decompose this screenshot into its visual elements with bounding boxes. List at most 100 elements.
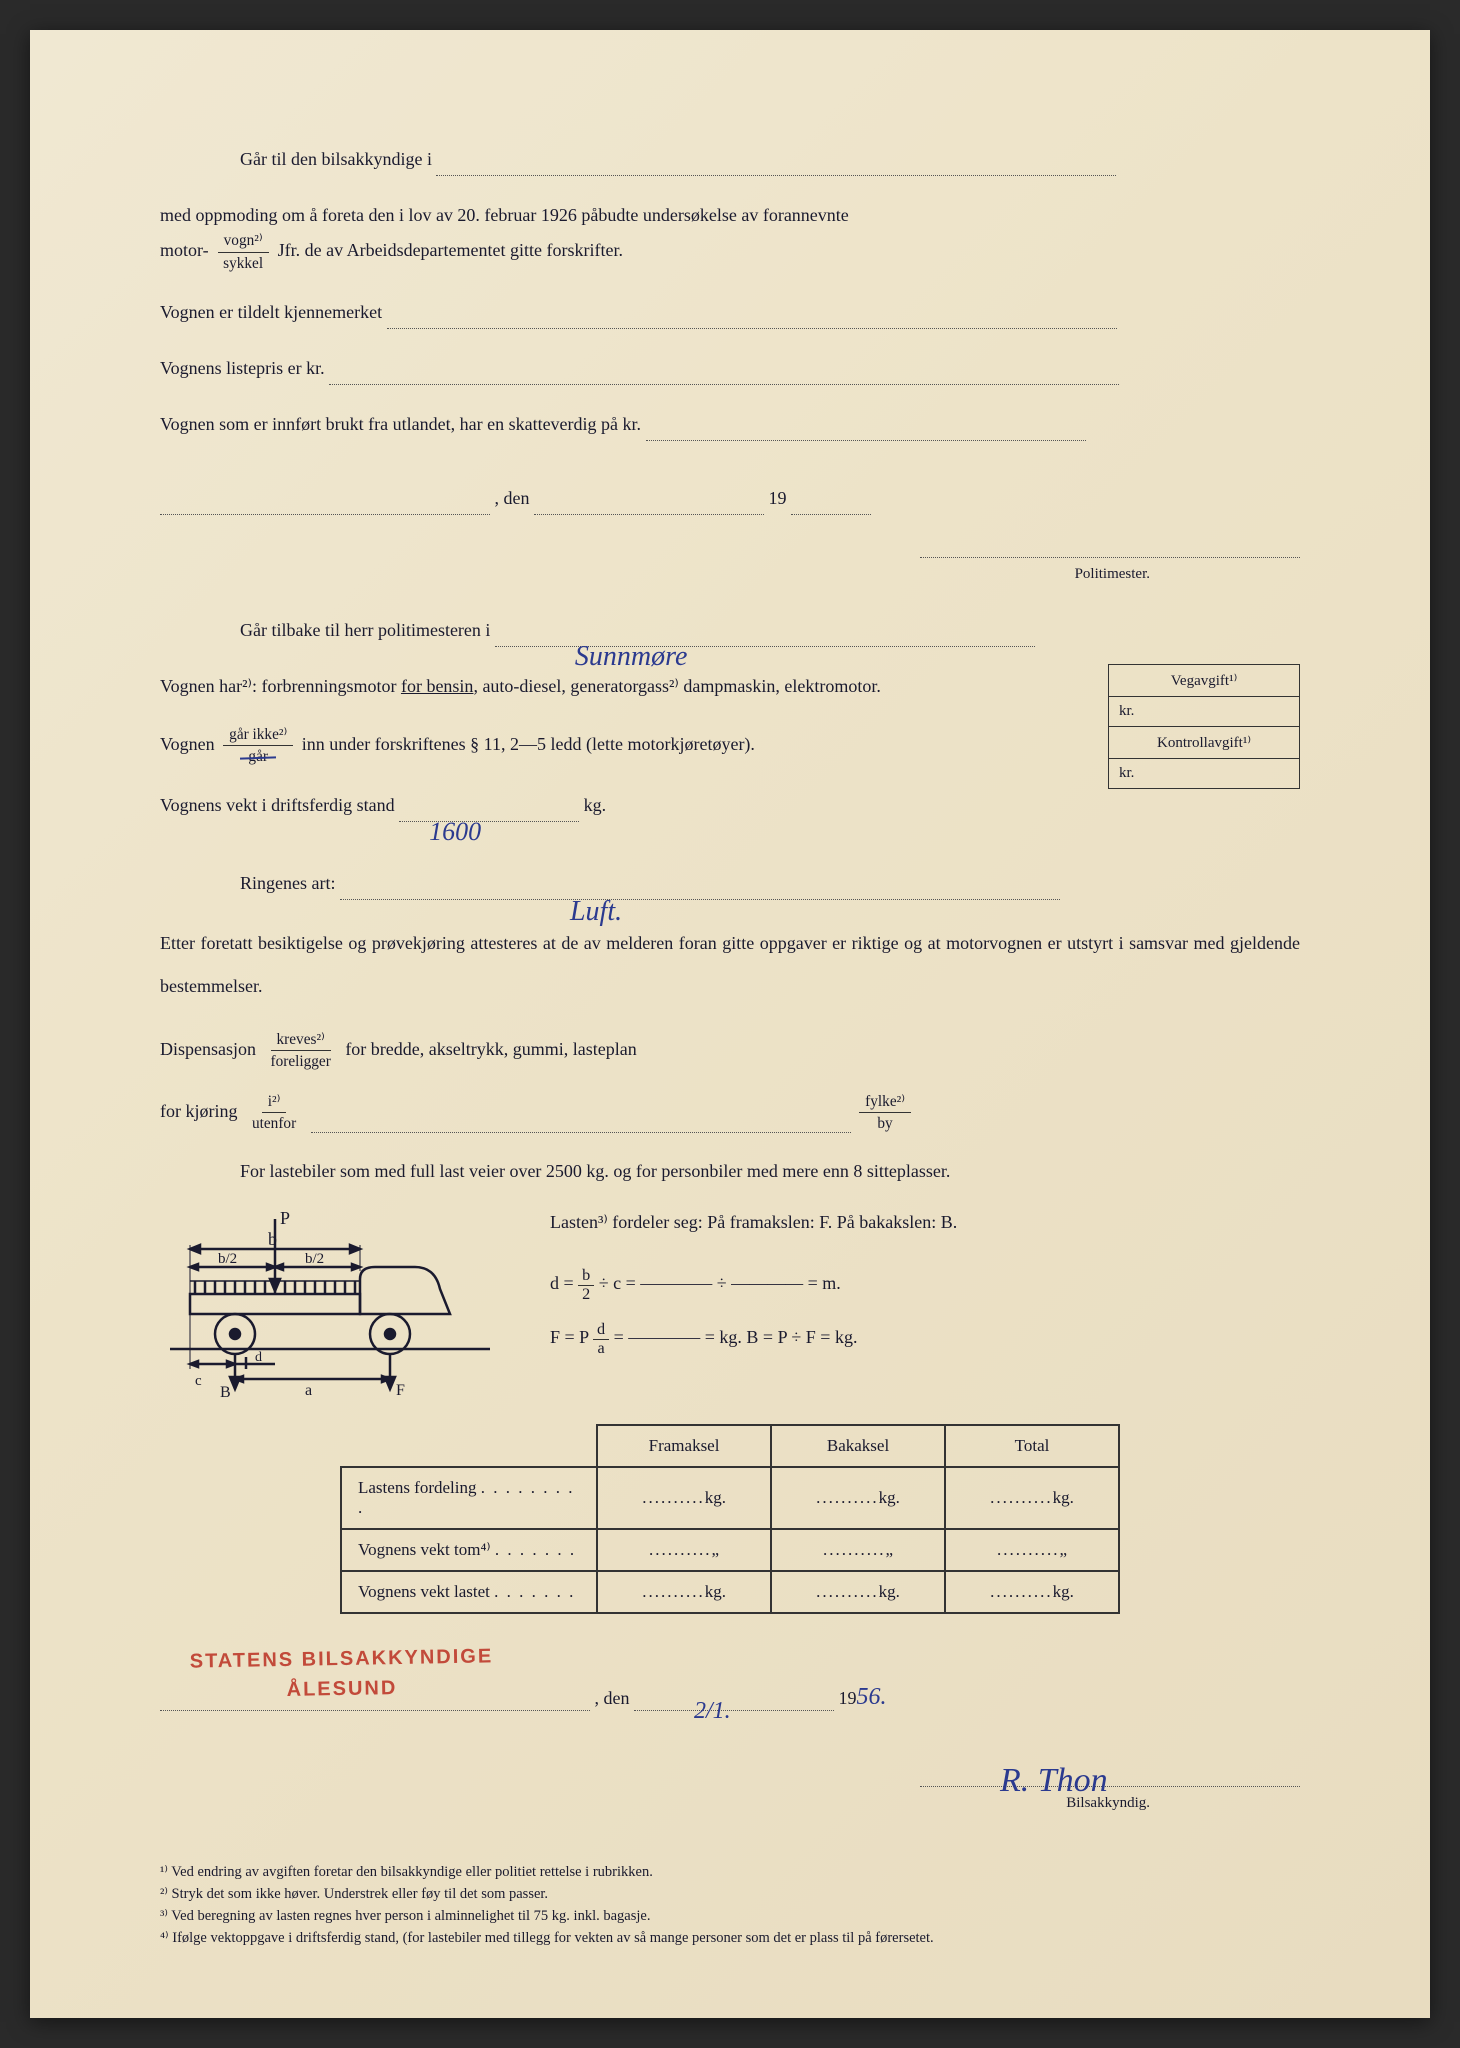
text: kg. bbox=[584, 795, 607, 815]
formula-f: F = P d a = ———— = kg. B = P ÷ F = kg. bbox=[550, 1310, 1300, 1364]
signature-line: R. Thon bbox=[920, 1786, 1300, 1787]
text: Går til den bilsakkyndige i bbox=[240, 149, 432, 169]
text: d = bbox=[550, 1273, 574, 1293]
th-total: Total bbox=[945, 1425, 1119, 1467]
fraction-b-2: b 2 bbox=[578, 1267, 594, 1304]
text: Vognen har²⁾: forbrenningsmotor bbox=[160, 676, 401, 696]
fill-line bbox=[646, 440, 1086, 441]
underlined-bensin: for bensin bbox=[401, 676, 473, 696]
text: for kjøring bbox=[160, 1101, 237, 1121]
text: inn under forskriftenes § 11, 2—5 ledd (… bbox=[302, 734, 755, 754]
text: For lastebiler som med full last veier o… bbox=[240, 1161, 950, 1181]
cell: ..........kg. bbox=[945, 1467, 1119, 1529]
line-skatteverdig: Vognen som er innført brukt fra utlandet… bbox=[160, 407, 1300, 441]
fee-vegavgift-label: Vegavgift¹⁾ bbox=[1109, 665, 1299, 697]
label-P: P bbox=[280, 1209, 290, 1228]
text: ÷ c = ———— ÷ ———— = m. bbox=[599, 1273, 841, 1293]
fill-line bbox=[436, 175, 1116, 176]
fill-line bbox=[329, 384, 1119, 385]
text: = ———— = kg. B = P ÷ F = kg. bbox=[614, 1327, 858, 1347]
signature-label: Politimester. bbox=[160, 566, 1150, 583]
line-bilsakkyndig: Går til den bilsakkyndige i bbox=[240, 142, 1300, 176]
fill-vekt: 1600 bbox=[399, 821, 579, 822]
fill-line: Sunnmøre bbox=[495, 646, 1035, 647]
text: med oppmoding om å foreta den i lov av 2… bbox=[160, 205, 849, 225]
para-besiktigelse: Etter foretatt besiktigelse og prøvekjør… bbox=[160, 922, 1300, 1008]
cell: ..........kg. bbox=[771, 1571, 945, 1613]
text: Etter foretatt besiktigelse og prøvekjør… bbox=[160, 933, 1300, 996]
numerator: går ikke²⁾ bbox=[223, 726, 293, 747]
numerator: i²⁾ bbox=[262, 1093, 287, 1114]
handwritten-signature: R. Thon bbox=[1000, 1762, 1108, 1800]
text: for bredde, akseltrykk, gummi, lasteplan bbox=[345, 1039, 636, 1059]
text: Ringenes art: bbox=[240, 873, 335, 893]
truck-formula-row: P b b/2 b/2 c d a B F Lasten³⁾ fordeler … bbox=[160, 1209, 1300, 1404]
fraction-kreves: kreves²⁾ foreligger bbox=[265, 1031, 337, 1071]
date-line-1: , den 19 bbox=[160, 481, 1300, 515]
text: , den bbox=[595, 1688, 630, 1708]
label-B: B bbox=[220, 1384, 231, 1399]
label-a: a bbox=[305, 1382, 312, 1399]
label-b2a: b/2 bbox=[218, 1251, 237, 1267]
truck-diagram: P b b/2 b/2 c d a B F bbox=[160, 1209, 500, 1404]
text: Dispensasjon bbox=[160, 1039, 256, 1059]
footnotes: ¹⁾ Ved endring av avgiften foretar den b… bbox=[160, 1862, 1300, 1949]
fill-year bbox=[791, 514, 871, 515]
label-c: c bbox=[195, 1373, 202, 1389]
line-vekt: Vognens vekt i driftsferdig stand 1600 k… bbox=[160, 788, 1300, 822]
fill-date bbox=[534, 514, 764, 515]
para-oppmoding: med oppmoding om å foreta den i lov av 2… bbox=[160, 198, 1300, 272]
fill-place bbox=[160, 514, 490, 515]
text: F = P bbox=[550, 1327, 589, 1347]
fill-place bbox=[160, 1710, 590, 1711]
numerator: fylke²⁾ bbox=[859, 1093, 911, 1114]
row2-label: Vognens vekt tom⁴⁾ . . . . . . . bbox=[341, 1529, 597, 1571]
label-F: F bbox=[396, 1382, 405, 1399]
line-kjennemerke: Vognen er tildelt kjennemerket bbox=[160, 295, 1300, 329]
row1-label: Lastens fordeling . . . . . . . . . bbox=[341, 1467, 597, 1529]
label-b: b bbox=[268, 1229, 277, 1249]
fraction-d-a: d a bbox=[593, 1321, 609, 1358]
formula-area: Lasten³⁾ fordeler seg: På framakslen: F.… bbox=[500, 1209, 1300, 1364]
text: Vognens listepris er kr. bbox=[160, 358, 325, 378]
cell: ..........kg. bbox=[945, 1571, 1119, 1613]
table-row: Vognens vekt tom⁴⁾ . . . . . . . .......… bbox=[341, 1529, 1119, 1571]
signature-bilsakkyndig: R. Thon Bilsakkyndig. bbox=[160, 1774, 1300, 1812]
denominator: utenfor bbox=[246, 1113, 302, 1133]
line-listepris: Vognens listepris er kr. bbox=[160, 351, 1300, 385]
th-blank bbox=[341, 1425, 597, 1467]
text: Vognen bbox=[160, 734, 215, 754]
cell: ..........kg. bbox=[771, 1467, 945, 1529]
cell: ..........kg. bbox=[597, 1571, 771, 1613]
denominator: foreligger bbox=[265, 1051, 337, 1071]
handwritten-vekt: 1600 bbox=[429, 807, 481, 856]
signature-politimester: Politimester. bbox=[160, 545, 1300, 583]
denominator: by bbox=[871, 1113, 898, 1133]
fill-line bbox=[387, 328, 1117, 329]
text: Jfr. de av Arbeidsdepartementet gitte fo… bbox=[278, 241, 623, 261]
text: Vognen er tildelt kjennemerket bbox=[160, 302, 382, 322]
fill-line bbox=[311, 1132, 851, 1133]
formula-d: d = b 2 ÷ c = ———— ÷ ———— = m. bbox=[550, 1256, 1300, 1310]
handwritten-date: 2/1. bbox=[694, 1698, 731, 1725]
denominator: 2 bbox=[578, 1286, 594, 1304]
th-framaksel: Framaksel bbox=[597, 1425, 771, 1467]
fill-ringenes: Luft. bbox=[340, 899, 1060, 900]
fee-vegavgift-kr: kr. bbox=[1109, 697, 1299, 727]
text: Vognen som er innført brukt fra utlandet… bbox=[160, 414, 641, 434]
label-b2b: b/2 bbox=[305, 1251, 324, 1267]
cell: ..........„ bbox=[597, 1529, 771, 1571]
numerator: kreves²⁾ bbox=[271, 1031, 331, 1052]
document-page: Går til den bilsakkyndige i med oppmodin… bbox=[30, 30, 1430, 2018]
para-lastebiler: For lastebiler som med full last veier o… bbox=[240, 1155, 1300, 1187]
row3-label: Vognens vekt lastet . . . . . . . bbox=[341, 1571, 597, 1613]
fee-kontrollavgift-kr: kr. bbox=[1109, 759, 1299, 788]
table-header-row: Framaksel Bakaksel Total bbox=[341, 1425, 1119, 1467]
date-line-2: , den 2/1. 1956. bbox=[160, 1684, 1300, 1711]
text: Går tilbake til herr politimesteren i bbox=[240, 620, 490, 640]
footnote-4: ⁴⁾ Ifølge vektoppgave i driftsferdig sta… bbox=[160, 1928, 1300, 1950]
text: 19 bbox=[839, 1688, 857, 1708]
footnote-3: ³⁾ Ved beregning av lasten regnes hver p… bbox=[160, 1906, 1300, 1928]
label-d: d bbox=[255, 1350, 262, 1365]
fraction-vogn-sykkel: vogn²⁾ sykkel bbox=[217, 232, 269, 272]
